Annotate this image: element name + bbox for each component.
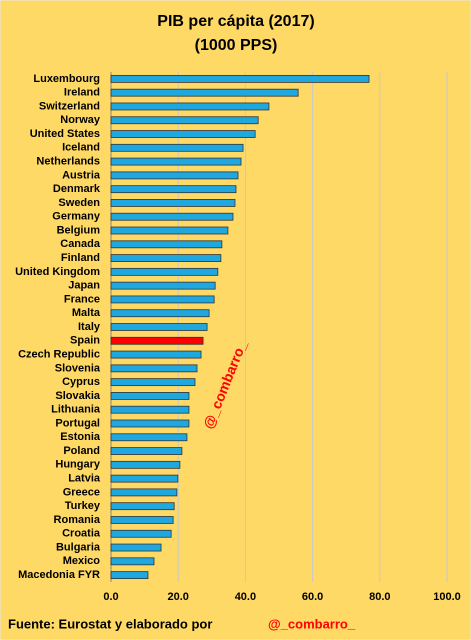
y-tick-label: United States — [30, 128, 100, 140]
bar — [110, 543, 162, 552]
bar — [110, 516, 174, 524]
y-tick-label: France — [64, 293, 100, 305]
y-tick-label: Poland — [63, 445, 100, 457]
bar — [110, 171, 239, 180]
bar — [110, 364, 198, 373]
chart-subtitle: (1000 PPS) — [195, 37, 278, 54]
x-tick-label: 0.0 — [103, 591, 118, 603]
y-tick-label: Sweden — [58, 197, 100, 209]
y-tick-label: Romania — [54, 514, 101, 526]
y-tick-label: United Kingdom — [15, 266, 100, 278]
bar — [110, 460, 181, 469]
y-tick-label: Estonia — [60, 431, 101, 443]
bar — [110, 74, 370, 83]
bar — [110, 336, 204, 345]
y-tick-label: Turkey — [65, 500, 101, 512]
y-tick-label: Mexico — [63, 555, 101, 567]
chart-title: PIB per cápita (2017) — [157, 13, 314, 30]
bar — [110, 295, 215, 304]
bar — [110, 474, 179, 483]
bar — [110, 502, 175, 511]
y-tick-label: Latvia — [68, 473, 101, 485]
y-tick-label: Austria — [62, 169, 101, 181]
bar — [110, 378, 196, 387]
bar — [110, 323, 208, 331]
y-tick-label: Macedonia FYR — [18, 569, 100, 581]
bar — [110, 102, 270, 111]
y-tick-label: Slovenia — [55, 362, 101, 374]
bar — [110, 130, 256, 138]
y-tick-label: Germany — [52, 211, 101, 223]
y-tick-label: Greece — [63, 486, 100, 498]
bar — [110, 281, 216, 290]
y-tick-label: Malta — [72, 307, 101, 319]
y-tick-label: Japan — [68, 280, 100, 292]
x-tick-label: 20.0 — [167, 591, 188, 603]
bar — [110, 571, 149, 580]
y-tick-label: Cyprus — [62, 376, 100, 388]
x-tick-label: 40.0 — [235, 591, 256, 603]
bar — [110, 185, 237, 194]
bar — [110, 157, 242, 166]
y-tick-label: Switzerland — [39, 100, 100, 112]
bar — [110, 267, 219, 276]
y-tick-label: Denmark — [53, 183, 101, 195]
y-tick-label: Iceland — [62, 142, 100, 154]
y-tick-label: Bulgaria — [56, 541, 101, 553]
bar — [110, 529, 172, 538]
y-tick-label: Canada — [60, 238, 101, 250]
bar — [110, 419, 190, 428]
y-tick-label: Slovakia — [55, 390, 101, 402]
bar — [110, 88, 299, 97]
bar — [110, 405, 190, 414]
credit: @_combarro_ — [268, 616, 356, 631]
y-tick-label: Portugal — [55, 417, 100, 429]
x-tick-label: 60.0 — [302, 591, 323, 603]
bar — [110, 447, 183, 455]
bar — [110, 350, 202, 359]
bar — [110, 254, 222, 262]
bar — [110, 212, 234, 221]
y-tick-label: Czech Republic — [18, 348, 100, 360]
y-tick-label: Hungary — [55, 459, 101, 471]
y-tick-label: Spain — [70, 335, 100, 347]
y-tick-label: Luxembourg — [33, 73, 100, 85]
bar — [110, 488, 178, 497]
y-tick-label: Croatia — [62, 528, 101, 540]
bar — [110, 433, 188, 442]
bar — [110, 226, 229, 235]
source: Fuente: Eurostat y elaborado por — [8, 616, 212, 631]
bar — [110, 309, 210, 318]
y-tick-label: Italy — [78, 321, 101, 333]
x-tick-label: 80.0 — [369, 591, 390, 603]
bar — [110, 557, 155, 566]
bar — [110, 392, 190, 400]
bar — [110, 116, 259, 125]
x-tick-label: 100.0 — [433, 591, 461, 603]
bar — [110, 143, 244, 152]
y-tick-label: Netherlands — [36, 156, 100, 168]
y-tick-label: Ireland — [64, 87, 100, 99]
y-tick-label: Belgium — [57, 224, 101, 236]
bar — [110, 199, 236, 207]
y-tick-label: Norway — [60, 114, 101, 126]
y-tick-label: Finland — [61, 252, 100, 264]
y-tick-label: Lithuania — [51, 404, 101, 416]
bar — [110, 240, 223, 249]
